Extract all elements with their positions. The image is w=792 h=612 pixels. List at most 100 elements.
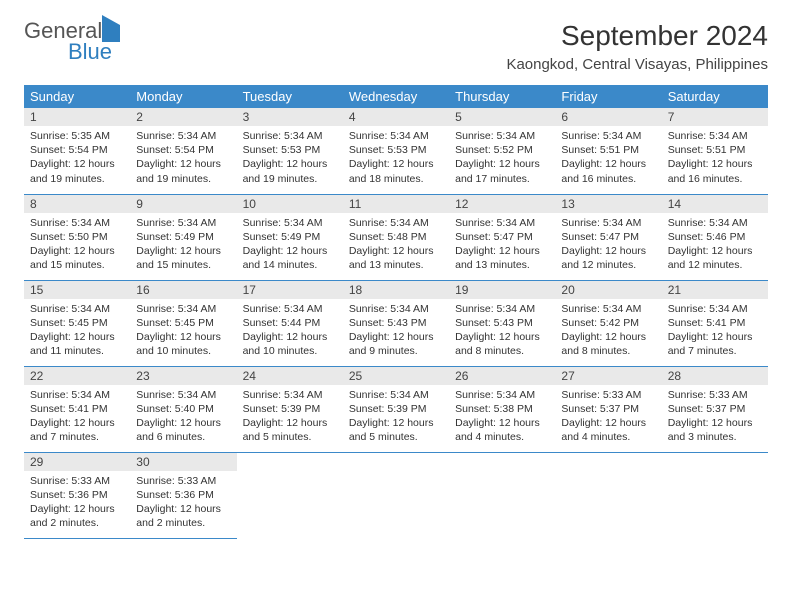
sunrise-line: Sunrise: 5:34 AM xyxy=(561,302,655,316)
calendar-cell: 6Sunrise: 5:34 AMSunset: 5:51 PMDaylight… xyxy=(555,108,661,194)
day-number: 26 xyxy=(449,367,555,385)
day-details: Sunrise: 5:34 AMSunset: 5:47 PMDaylight:… xyxy=(449,213,555,277)
day-number: 7 xyxy=(662,108,768,126)
daylight-line: Daylight: 12 hours and 10 minutes. xyxy=(136,330,230,358)
day-number: 12 xyxy=(449,195,555,213)
day-details: Sunrise: 5:34 AMSunset: 5:47 PMDaylight:… xyxy=(555,213,661,277)
day-number: 6 xyxy=(555,108,661,126)
day-details: Sunrise: 5:34 AMSunset: 5:54 PMDaylight:… xyxy=(130,126,236,190)
day-number: 10 xyxy=(237,195,343,213)
calendar-cell: 10Sunrise: 5:34 AMSunset: 5:49 PMDayligh… xyxy=(237,194,343,280)
day-number: 24 xyxy=(237,367,343,385)
calendar-cell: 2Sunrise: 5:34 AMSunset: 5:54 PMDaylight… xyxy=(130,108,236,194)
sunrise-line: Sunrise: 5:34 AM xyxy=(30,216,124,230)
sunset-line: Sunset: 5:53 PM xyxy=(349,143,443,157)
day-details: Sunrise: 5:34 AMSunset: 5:39 PMDaylight:… xyxy=(343,385,449,449)
sunrise-line: Sunrise: 5:34 AM xyxy=(30,388,124,402)
sunset-line: Sunset: 5:46 PM xyxy=(668,230,762,244)
sunset-line: Sunset: 5:45 PM xyxy=(30,316,124,330)
daylight-line: Daylight: 12 hours and 15 minutes. xyxy=(30,244,124,272)
calendar-cell: 30Sunrise: 5:33 AMSunset: 5:36 PMDayligh… xyxy=(130,452,236,538)
day-number: 9 xyxy=(130,195,236,213)
day-details: Sunrise: 5:33 AMSunset: 5:37 PMDaylight:… xyxy=(555,385,661,449)
weekday-header: Saturday xyxy=(662,85,768,108)
day-number: 22 xyxy=(24,367,130,385)
daylight-line: Daylight: 12 hours and 19 minutes. xyxy=(136,157,230,185)
sunrise-line: Sunrise: 5:34 AM xyxy=(136,216,230,230)
calendar-cell: 26Sunrise: 5:34 AMSunset: 5:38 PMDayligh… xyxy=(449,366,555,452)
header: General Blue September 2024 Kaongkod, Ce… xyxy=(24,20,768,73)
day-number: 16 xyxy=(130,281,236,299)
calendar-cell: 3Sunrise: 5:34 AMSunset: 5:53 PMDaylight… xyxy=(237,108,343,194)
sunset-line: Sunset: 5:42 PM xyxy=(561,316,655,330)
calendar-cell: 12Sunrise: 5:34 AMSunset: 5:47 PMDayligh… xyxy=(449,194,555,280)
sunrise-line: Sunrise: 5:34 AM xyxy=(349,216,443,230)
calendar-table: SundayMondayTuesdayWednesdayThursdayFrid… xyxy=(24,85,768,539)
sunrise-line: Sunrise: 5:34 AM xyxy=(30,302,124,316)
sunrise-line: Sunrise: 5:33 AM xyxy=(136,474,230,488)
day-details: Sunrise: 5:34 AMSunset: 5:43 PMDaylight:… xyxy=(449,299,555,363)
location-subtitle: Kaongkod, Central Visayas, Philippines xyxy=(506,56,768,73)
calendar-cell: 20Sunrise: 5:34 AMSunset: 5:42 PMDayligh… xyxy=(555,280,661,366)
day-details: Sunrise: 5:34 AMSunset: 5:43 PMDaylight:… xyxy=(343,299,449,363)
sunrise-line: Sunrise: 5:34 AM xyxy=(455,302,549,316)
daylight-line: Daylight: 12 hours and 12 minutes. xyxy=(561,244,655,272)
calendar-cell: 23Sunrise: 5:34 AMSunset: 5:40 PMDayligh… xyxy=(130,366,236,452)
day-number: 4 xyxy=(343,108,449,126)
sunset-line: Sunset: 5:36 PM xyxy=(136,488,230,502)
sunrise-line: Sunrise: 5:34 AM xyxy=(668,129,762,143)
sunrise-line: Sunrise: 5:34 AM xyxy=(243,388,337,402)
day-number: 25 xyxy=(343,367,449,385)
calendar-cell xyxy=(343,452,449,538)
weekday-header: Sunday xyxy=(24,85,130,108)
day-details: Sunrise: 5:33 AMSunset: 5:36 PMDaylight:… xyxy=(130,471,236,535)
day-number: 3 xyxy=(237,108,343,126)
day-details: Sunrise: 5:34 AMSunset: 5:48 PMDaylight:… xyxy=(343,213,449,277)
daylight-line: Daylight: 12 hours and 17 minutes. xyxy=(455,157,549,185)
sunset-line: Sunset: 5:48 PM xyxy=(349,230,443,244)
weekday-header: Tuesday xyxy=(237,85,343,108)
daylight-line: Daylight: 12 hours and 13 minutes. xyxy=(455,244,549,272)
daylight-line: Daylight: 12 hours and 8 minutes. xyxy=(455,330,549,358)
daylight-line: Daylight: 12 hours and 12 minutes. xyxy=(668,244,762,272)
day-number: 19 xyxy=(449,281,555,299)
day-details: Sunrise: 5:34 AMSunset: 5:41 PMDaylight:… xyxy=(24,385,130,449)
sunrise-line: Sunrise: 5:34 AM xyxy=(349,388,443,402)
daylight-line: Daylight: 12 hours and 18 minutes. xyxy=(349,157,443,185)
day-number: 23 xyxy=(130,367,236,385)
day-details: Sunrise: 5:34 AMSunset: 5:51 PMDaylight:… xyxy=(555,126,661,190)
sunset-line: Sunset: 5:41 PM xyxy=(668,316,762,330)
day-number: 13 xyxy=(555,195,661,213)
calendar-cell: 24Sunrise: 5:34 AMSunset: 5:39 PMDayligh… xyxy=(237,366,343,452)
calendar-cell: 4Sunrise: 5:34 AMSunset: 5:53 PMDaylight… xyxy=(343,108,449,194)
sunrise-line: Sunrise: 5:34 AM xyxy=(455,216,549,230)
day-details: Sunrise: 5:34 AMSunset: 5:42 PMDaylight:… xyxy=(555,299,661,363)
calendar-week-row: 1Sunrise: 5:35 AMSunset: 5:54 PMDaylight… xyxy=(24,108,768,194)
daylight-line: Daylight: 12 hours and 2 minutes. xyxy=(136,502,230,530)
sunrise-line: Sunrise: 5:34 AM xyxy=(136,129,230,143)
sunrise-line: Sunrise: 5:33 AM xyxy=(561,388,655,402)
day-number: 14 xyxy=(662,195,768,213)
sunset-line: Sunset: 5:50 PM xyxy=(30,230,124,244)
calendar-week-row: 8Sunrise: 5:34 AMSunset: 5:50 PMDaylight… xyxy=(24,194,768,280)
day-number: 21 xyxy=(662,281,768,299)
sunset-line: Sunset: 5:49 PM xyxy=(243,230,337,244)
day-details: Sunrise: 5:34 AMSunset: 5:45 PMDaylight:… xyxy=(24,299,130,363)
day-details: Sunrise: 5:34 AMSunset: 5:49 PMDaylight:… xyxy=(237,213,343,277)
daylight-line: Daylight: 12 hours and 16 minutes. xyxy=(561,157,655,185)
sunset-line: Sunset: 5:43 PM xyxy=(349,316,443,330)
sunset-line: Sunset: 5:36 PM xyxy=(30,488,124,502)
day-number: 2 xyxy=(130,108,236,126)
daylight-line: Daylight: 12 hours and 11 minutes. xyxy=(30,330,124,358)
day-details: Sunrise: 5:34 AMSunset: 5:45 PMDaylight:… xyxy=(130,299,236,363)
daylight-line: Daylight: 12 hours and 2 minutes. xyxy=(30,502,124,530)
calendar-cell: 27Sunrise: 5:33 AMSunset: 5:37 PMDayligh… xyxy=(555,366,661,452)
calendar-week-row: 29Sunrise: 5:33 AMSunset: 5:36 PMDayligh… xyxy=(24,452,768,538)
daylight-line: Daylight: 12 hours and 7 minutes. xyxy=(668,330,762,358)
calendar-cell: 28Sunrise: 5:33 AMSunset: 5:37 PMDayligh… xyxy=(662,366,768,452)
sunset-line: Sunset: 5:52 PM xyxy=(455,143,549,157)
daylight-line: Daylight: 12 hours and 8 minutes. xyxy=(561,330,655,358)
sunrise-line: Sunrise: 5:34 AM xyxy=(243,129,337,143)
day-details: Sunrise: 5:34 AMSunset: 5:40 PMDaylight:… xyxy=(130,385,236,449)
day-details: Sunrise: 5:34 AMSunset: 5:39 PMDaylight:… xyxy=(237,385,343,449)
